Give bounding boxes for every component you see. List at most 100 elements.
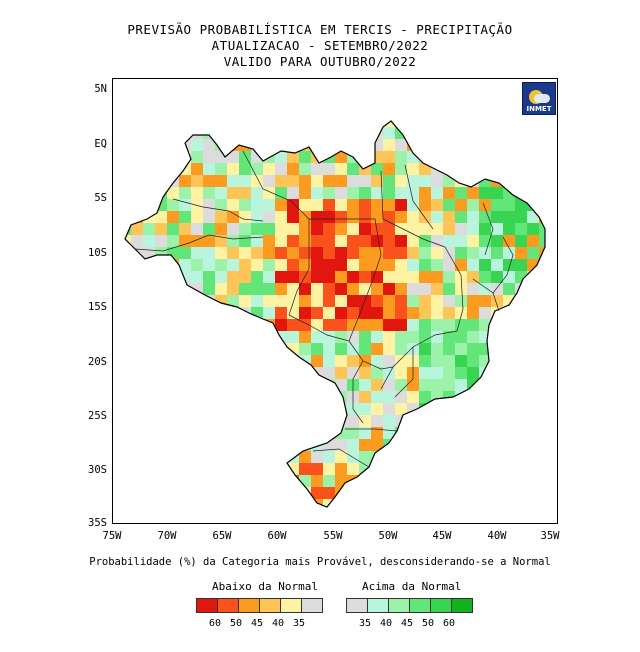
probability-cell [179,127,191,139]
probability-cell [395,367,407,379]
probability-cell [491,121,503,127]
probability-cell [359,427,371,439]
probability-cell [287,415,299,427]
probability-cell [527,415,539,427]
probability-cell [467,271,479,283]
probability-cell [383,199,395,211]
probability-cell [503,223,515,235]
probability-cell [215,259,227,271]
probability-cell [431,331,443,343]
probability-cell [191,343,203,355]
probability-cell [335,271,347,283]
probability-cell [323,199,335,211]
probability-cell [251,427,263,439]
probability-cell [203,367,215,379]
probability-cell [347,223,359,235]
probability-cell [371,379,383,391]
probability-cell [515,367,527,379]
probability-cell [167,487,179,499]
probability-cell [503,235,515,247]
probability-cell [203,247,215,259]
probability-cell [215,331,227,343]
probability-cell [515,511,527,523]
probability-cell [347,139,359,151]
probability-cell [359,487,371,499]
probability-cell [503,187,515,199]
probability-cell [443,319,455,331]
probability-cell [323,463,335,475]
probability-cell [479,199,491,211]
probability-cell [395,235,407,247]
probability-cell [431,307,443,319]
probability-cell [227,319,239,331]
probability-cell [287,163,299,175]
probability-cell [119,511,131,523]
probability-cell [431,187,443,199]
probability-cell [467,367,479,379]
probability-cell [491,259,503,271]
probability-cell [239,271,251,283]
probability-cell [125,343,131,355]
probability-cell [515,121,527,127]
probability-cell [347,163,359,175]
probability-cell [467,439,479,451]
probability-cell [383,355,395,367]
probability-cell [383,415,395,427]
probability-cell [299,499,311,507]
probability-cell [347,199,359,211]
probability-cell [275,259,287,271]
probability-cell [503,199,515,211]
probability-cell [251,475,263,487]
probability-cell [395,121,407,127]
probability-cell [503,319,515,331]
probability-cell [479,259,491,271]
probability-cell [491,475,503,487]
probability-cell [419,319,431,331]
probability-cell [191,427,203,439]
probability-cell [203,331,215,343]
probability-cell [251,439,263,451]
lon-tick-label: 55W [323,530,343,542]
probability-cell [125,235,131,247]
probability-cell [167,271,179,283]
probability-cell [491,223,503,235]
probability-cell [539,439,545,451]
probability-cell [131,415,143,427]
probability-cell [215,187,227,199]
probability-cell [407,187,419,199]
probability-cell [431,295,443,307]
probability-cell [467,283,479,295]
probability-cell [143,223,155,235]
probability-cell [515,295,527,307]
probability-cell [323,259,335,271]
probability-cell [155,223,167,235]
probability-cell [263,283,275,295]
probability-cell [491,343,503,355]
probability-cell [539,391,545,403]
probability-cell [419,511,431,523]
probability-cell [371,331,383,343]
probability-cell [155,121,167,127]
probability-cell [167,295,179,307]
probability-cell [431,139,443,151]
probability-cell [371,175,383,187]
probability-cell [287,319,299,331]
probability-cell [215,463,227,475]
probability-cell [479,379,491,391]
probability-cell [275,367,287,379]
probability-cell [479,295,491,307]
probability-cell [551,427,558,439]
probability-cell [263,199,275,211]
probability-cell [539,283,545,295]
lon-tick-label: 75W [102,530,122,542]
probability-cell [179,463,191,475]
probability-cell [143,271,155,283]
probability-cell [395,463,407,475]
probability-cell [227,511,239,523]
probability-cell [455,355,467,367]
probability-cell [239,355,251,367]
probability-cell [479,235,491,247]
probability-cell [383,379,395,391]
probability-cell [287,403,299,415]
probability-cell [431,475,443,487]
